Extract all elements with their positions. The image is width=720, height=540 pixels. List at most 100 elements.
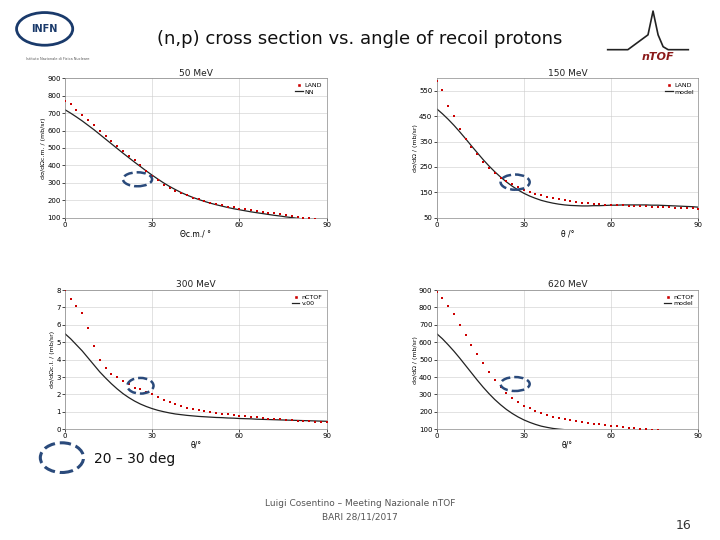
Legend: nCTOF, model: nCTOF, model (662, 293, 696, 308)
Point (286, 416, 297, 424)
Point (541, 192, 553, 201)
Point (199, 407, 210, 415)
Point (675, 204, 687, 212)
Point (582, 199, 593, 207)
Point (483, 368, 495, 376)
Point (297, 213, 309, 222)
Point (76, 308, 88, 317)
Point (460, 135, 472, 144)
Point (187, 193, 199, 202)
Point (181, 191, 193, 200)
Point (570, 417, 582, 426)
Point (576, 418, 588, 427)
Point (611, 201, 623, 210)
Point (623, 201, 634, 210)
Point (495, 173, 506, 182)
Point (257, 414, 269, 422)
Point (158, 395, 169, 404)
Text: INFN: INFN (32, 24, 58, 34)
Point (646, 202, 657, 211)
Point (140, 388, 152, 396)
Point (634, 202, 646, 211)
Point (693, 205, 704, 213)
Point (500, 388, 512, 397)
Point (483, 164, 495, 172)
Point (652, 426, 663, 435)
Point (553, 414, 564, 422)
Point (472, 150, 483, 159)
Point (670, 428, 681, 436)
Point (269, 415, 280, 423)
Point (588, 419, 600, 428)
Point (228, 203, 239, 212)
Point (170, 186, 181, 195)
Point (559, 196, 570, 205)
Point (489, 169, 500, 178)
Text: 20 – 30 deg: 20 – 30 deg (94, 452, 176, 466)
Point (687, 429, 698, 437)
Point (309, 417, 320, 426)
Point (321, 216, 333, 225)
Point (193, 406, 204, 414)
Point (117, 147, 129, 156)
Point (606, 421, 617, 430)
Point (222, 410, 233, 418)
Point (606, 200, 617, 209)
Point (576, 198, 588, 207)
Point (431, 287, 442, 296)
Point (512, 398, 523, 407)
X-axis label: θ /°: θ /° (561, 229, 575, 238)
Point (263, 414, 274, 423)
Point (547, 194, 559, 202)
Point (251, 413, 263, 422)
Point (129, 383, 140, 392)
Point (449, 310, 460, 319)
Point (204, 199, 216, 207)
Point (687, 204, 698, 213)
Point (500, 177, 512, 185)
Point (460, 331, 472, 340)
Point (163, 184, 175, 192)
Point (240, 412, 251, 421)
Point (65, 100, 76, 109)
Point (280, 211, 292, 219)
Point (100, 131, 112, 140)
Point (495, 382, 506, 391)
Point (646, 426, 657, 434)
Text: (n,p) cross section vs. angle of recoil protons: (n,p) cross section vs. angle of recoil … (157, 30, 563, 48)
Point (257, 207, 269, 216)
Point (286, 212, 297, 220)
Point (681, 204, 693, 213)
Point (559, 415, 570, 424)
Point (634, 424, 646, 433)
Point (251, 207, 263, 215)
Point (303, 417, 315, 426)
Point (681, 428, 693, 437)
Point (292, 212, 303, 221)
Point (449, 112, 460, 120)
Point (303, 214, 315, 222)
Text: Istituto Nazionale di Fisica Nucleare: Istituto Nazionale di Fisica Nucleare (26, 57, 89, 60)
Point (240, 205, 251, 213)
Point (629, 201, 640, 210)
Point (640, 202, 652, 211)
Point (658, 427, 670, 435)
Point (658, 203, 670, 212)
Point (524, 404, 536, 413)
Point (152, 393, 163, 401)
Point (594, 420, 606, 429)
Text: 16: 16 (675, 519, 691, 532)
Point (600, 421, 611, 429)
Point (588, 199, 600, 208)
Point (94, 355, 105, 364)
Text: Luigi Cosentino – Meeting Nazionale nTOF
BARI 28/11/2017: Luigi Cosentino – Meeting Nazionale nTOF… (265, 500, 455, 522)
Point (617, 201, 629, 210)
Point (466, 143, 477, 151)
Point (123, 151, 135, 160)
Point (280, 416, 292, 424)
Point (518, 401, 530, 410)
Point (315, 417, 327, 426)
Point (204, 408, 216, 416)
Point (541, 411, 553, 420)
Legend: LAND, NN: LAND, NN (294, 82, 323, 96)
